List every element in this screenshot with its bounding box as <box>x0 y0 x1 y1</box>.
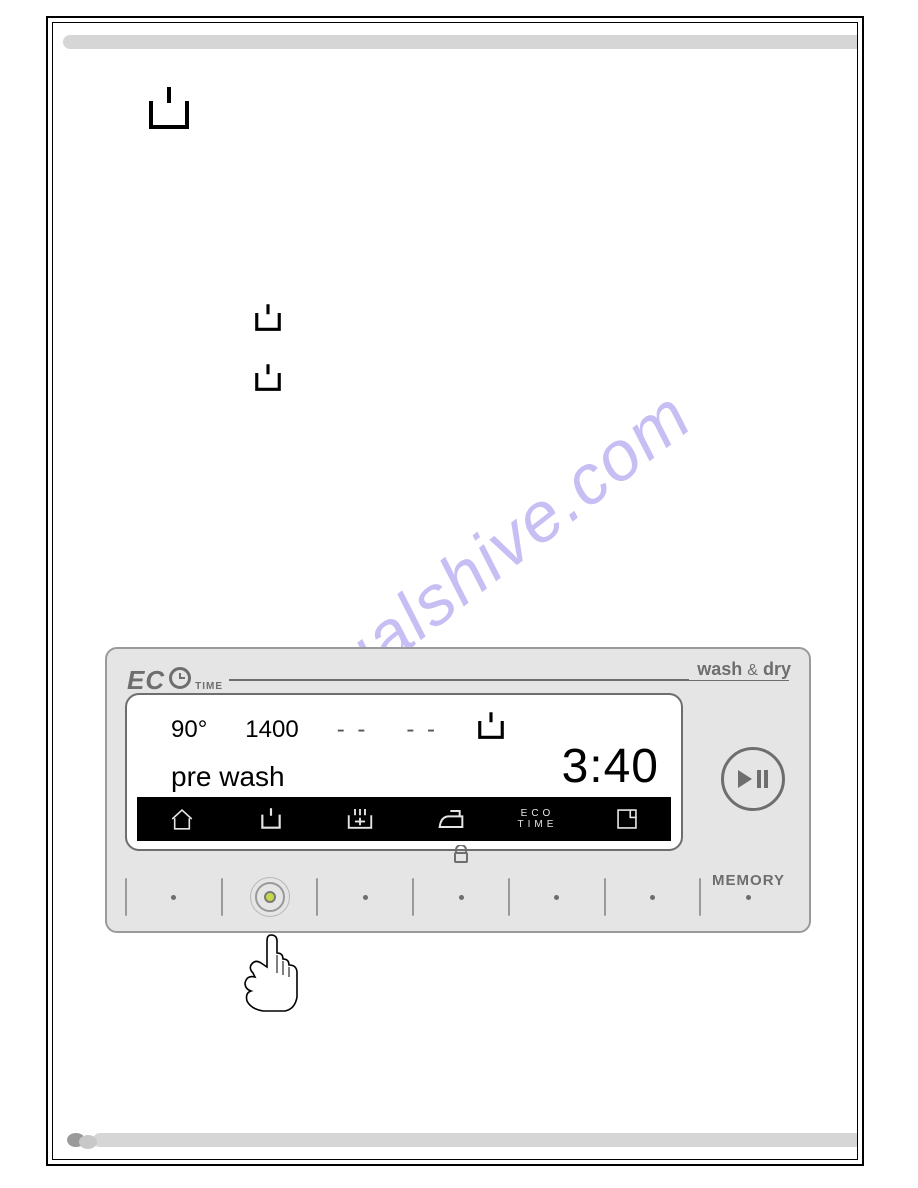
eco-clock-o-icon <box>169 667 191 689</box>
remaining-time: 3:40 <box>562 739 659 794</box>
power-tray-icon-large <box>145 85 193 138</box>
pressed-button-indicator <box>255 882 285 912</box>
dashes-1: - - <box>337 716 369 744</box>
dry-text: dry <box>763 659 791 679</box>
screen-icon-bar: ECO TIME <box>137 797 671 841</box>
iron-icon <box>404 797 493 841</box>
page-inner-frame: manualshive.com EC TIME wash & dry 90° 1… <box>52 22 858 1160</box>
option-button-3[interactable] <box>318 875 412 919</box>
option-button-row <box>125 875 795 919</box>
control-panel: EC TIME wash & dry 90° 1400 - - - - <box>105 647 811 933</box>
eco-text-line2: TIME <box>518 819 558 830</box>
header-bar <box>63 35 857 49</box>
detergent-icon <box>315 797 404 841</box>
footer-bar <box>93 1133 857 1147</box>
spin-value: 1400 <box>245 716 298 744</box>
power-tray-icon-mid-2 <box>253 363 283 398</box>
play-pause-button[interactable] <box>721 747 785 811</box>
eco-time-label-icon: ECO TIME <box>493 797 582 841</box>
page-outer-frame: manualshive.com EC TIME wash & dry 90° 1… <box>46 16 864 1166</box>
power-tray-icon <box>226 797 315 841</box>
play-icon <box>738 770 752 788</box>
wash-and-dry-label: wash & dry <box>689 659 791 680</box>
option-button-5[interactable] <box>510 875 604 919</box>
option-button-1[interactable] <box>127 875 221 919</box>
display-screen: 90° 1400 - - - - pre wash 3:40 <box>125 693 683 851</box>
home-icon <box>137 797 226 841</box>
option-button-2[interactable] <box>223 875 317 919</box>
eco-time-suffix: TIME <box>195 681 223 692</box>
power-tray-icon-mid-1 <box>253 303 283 338</box>
wash-text: wash <box>697 659 742 679</box>
pause-icon <box>757 770 768 788</box>
program-label: pre wash <box>171 761 285 793</box>
option-button-6[interactable] <box>606 875 700 919</box>
finger-press-illustration <box>231 931 311 1021</box>
amp-text: & <box>747 662 758 679</box>
option-button-4[interactable] <box>414 875 508 919</box>
power-tray-icon-screen <box>476 711 506 748</box>
memory-button[interactable] <box>701 875 795 919</box>
eco-ec-text: EC <box>127 665 165 696</box>
lock-icon <box>453 845 469 868</box>
redial-icon <box>582 797 671 841</box>
eco-time-logo: EC TIME <box>127 665 223 696</box>
dashes-2: - - <box>406 716 438 744</box>
temperature-value: 90° <box>171 716 207 744</box>
footer-logo-blob <box>67 1131 101 1149</box>
eco-text-line1: ECO <box>518 808 558 819</box>
